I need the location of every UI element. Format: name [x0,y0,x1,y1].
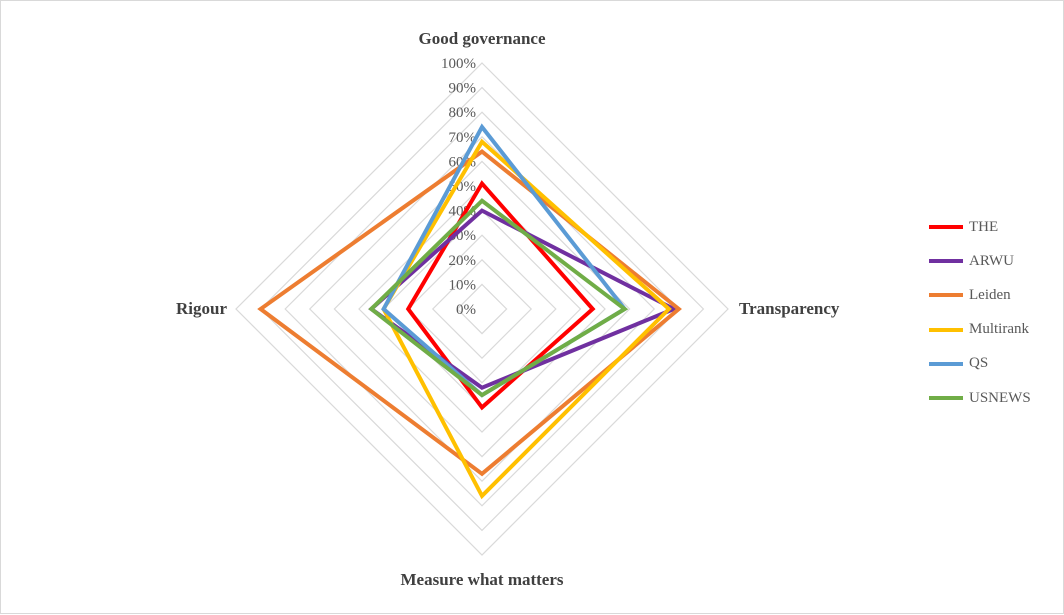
legend-item-multirank: Multirank [929,313,1031,347]
legend-swatch-usnews [929,396,963,401]
grid-ring [358,185,606,433]
series-line-arwu [368,208,679,390]
legend-label-multirank: Multirank [969,321,1029,338]
series-line-multirank [381,138,672,500]
series-line-usnews [368,198,629,398]
legend: THE ARWU Leiden Multirank QS USNEWS [929,210,1031,415]
legend-item-usnews: USNEWS [929,381,1031,415]
tick-label: 50% [449,179,477,195]
tick-label: 80% [449,105,477,121]
grid-ring [235,62,729,556]
axis-label-rigour: Rigour [176,299,227,318]
axis-label-transparency: Transparency [739,299,840,318]
legend-swatch-arwu [929,259,963,264]
tick-labels: 0%10%20%30%40%50%60%70%80%90%100% [441,56,476,318]
axis-label-good-governance: Good governance [418,29,545,48]
tick-label: 20% [449,253,477,269]
legend-item-the: THE [929,210,1031,244]
legend-label-qs: QS [969,355,989,372]
tick-label: 10% [449,277,477,293]
grid-ring [284,111,680,507]
legend-label-usnews: USNEWS [969,389,1031,406]
legend-swatch-the [929,225,963,230]
legend-item-leiden: Leiden [929,278,1031,312]
grid-ring [407,234,557,384]
legend-label-the: THE [969,218,999,235]
tick-label: 70% [449,130,477,146]
grid-ring [259,86,705,532]
tick-label: 100% [441,56,476,72]
series-line-the [405,180,596,411]
grid-ring [456,283,508,335]
grid-ring [333,160,631,458]
grid-ring [308,135,656,483]
legend-label-arwu: ARWU [969,252,1014,269]
legend-swatch-leiden [929,293,963,298]
grid-ring [382,209,582,409]
legend-swatch-qs [929,361,963,366]
legend-item-qs: QS [929,347,1031,381]
tick-label: 90% [449,81,477,97]
legend-label-leiden: Leiden [969,286,1011,303]
series-lines [257,123,682,500]
grid-ring [431,258,533,360]
tick-label: 0% [456,302,476,318]
axis-label-measure-what-matters: Measure what matters [400,570,563,589]
legend-item-arwu: ARWU [929,244,1031,278]
grid-rings [235,62,729,556]
legend-swatch-multirank [929,327,963,332]
